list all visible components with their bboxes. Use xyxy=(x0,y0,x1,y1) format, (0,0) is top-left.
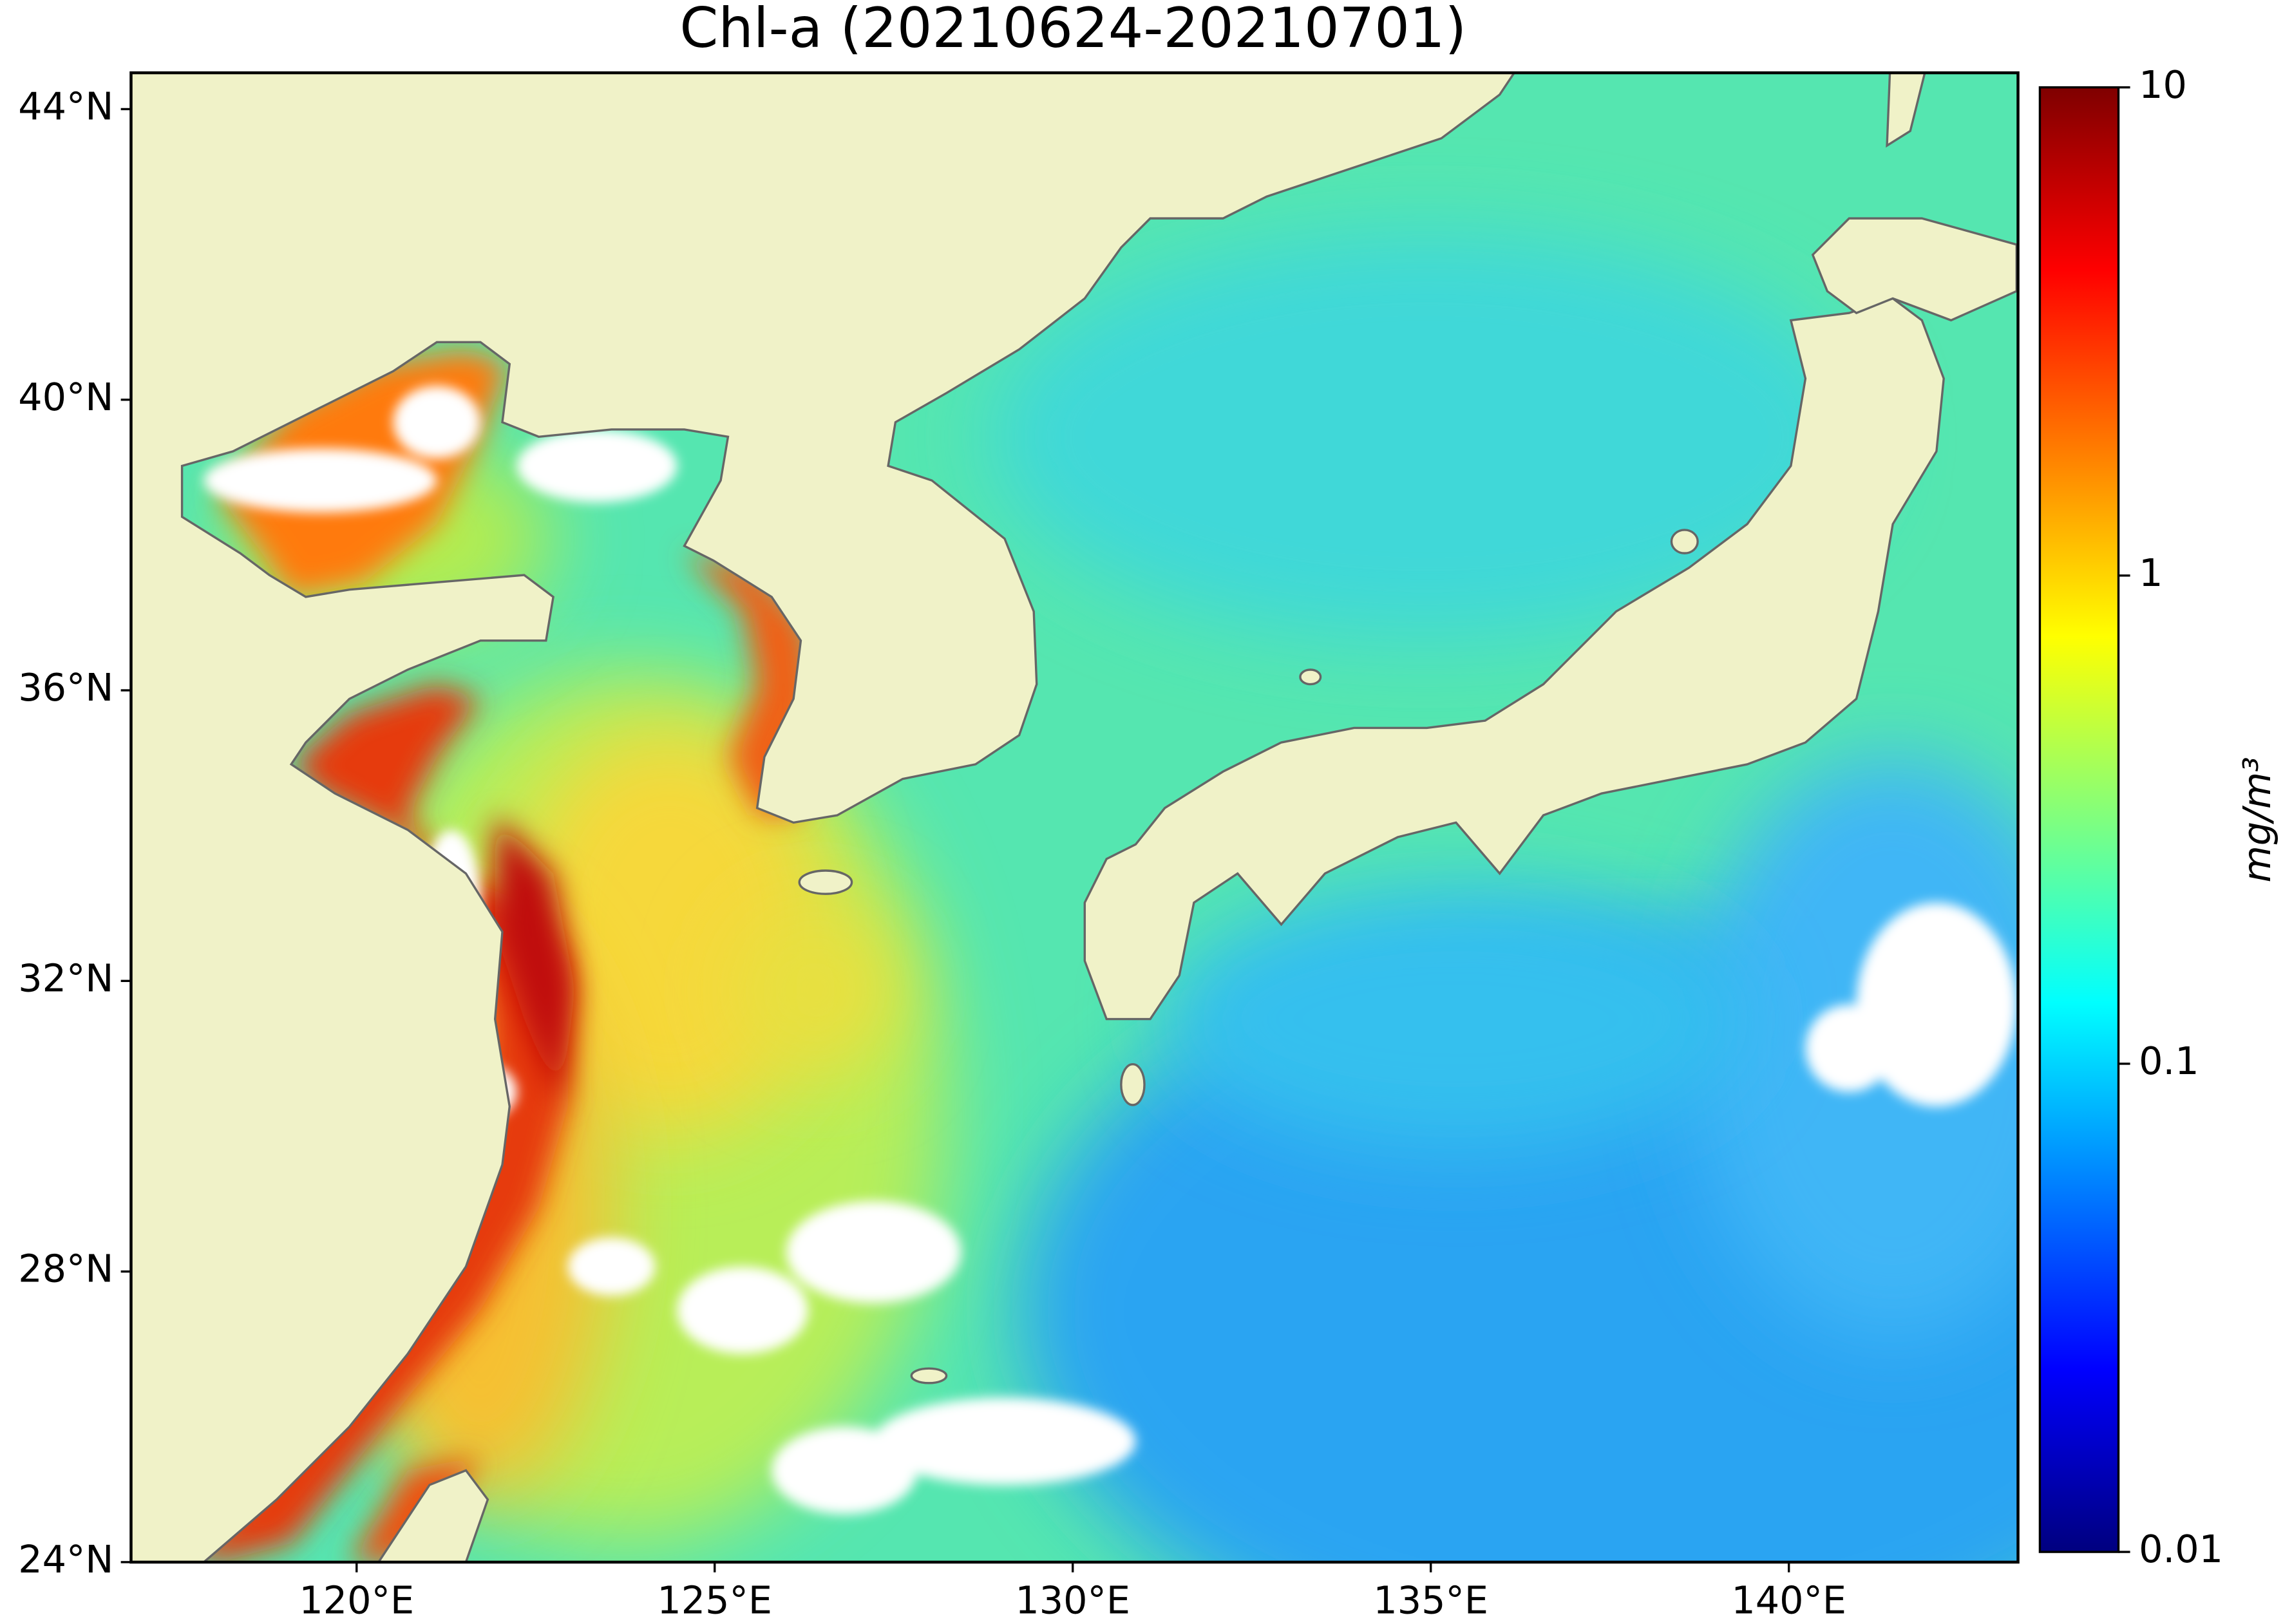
y-tick-label: 28°N xyxy=(18,1247,113,1291)
map-area xyxy=(131,73,2018,1562)
y-tick-label: 44°N xyxy=(18,84,113,129)
x-tick-label: 125°E xyxy=(657,1578,772,1622)
map-frame xyxy=(129,71,2020,1564)
colorbar-label: mg/m³ xyxy=(2235,757,2279,882)
x-tick-label: 135°E xyxy=(1373,1578,1488,1622)
land xyxy=(131,73,2018,1562)
colorbar-tick-label: 0.1 xyxy=(2139,1039,2199,1083)
colorbar-tick-label: 10 xyxy=(2139,62,2187,107)
x-tick-label: 120°E xyxy=(299,1578,414,1622)
y-tick-label: 36°N xyxy=(18,665,113,710)
x-tick-label: 140°E xyxy=(1731,1578,1846,1622)
colorbar-tick-label: 0.01 xyxy=(2139,1527,2223,1571)
colorbar-tick-label: 1 xyxy=(2139,551,2163,595)
map-title: Chl-a (20210624-20210701) xyxy=(679,0,1466,61)
colorbar xyxy=(2038,86,2120,1553)
x-tick-label: 130°E xyxy=(1015,1578,1130,1622)
y-tick-label: 32°N xyxy=(18,956,113,1000)
y-tick-label: 40°N xyxy=(18,375,113,419)
y-tick-label: 24°N xyxy=(18,1537,113,1582)
